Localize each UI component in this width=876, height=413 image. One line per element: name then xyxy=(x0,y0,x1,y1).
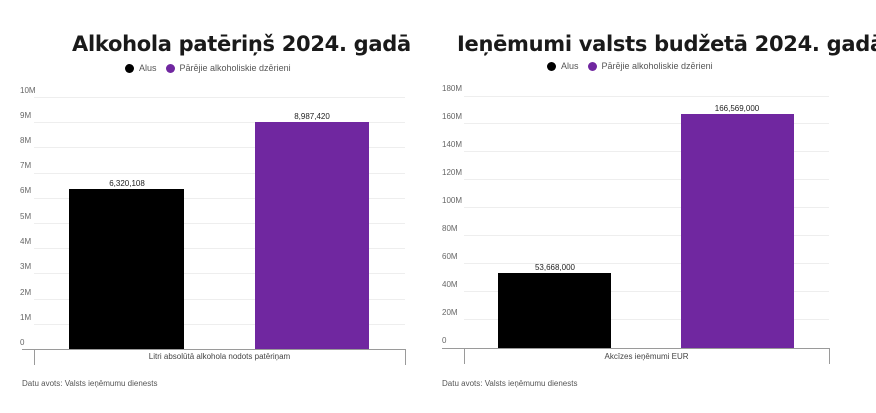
gridline xyxy=(464,207,829,208)
y-tick: 1M xyxy=(20,313,32,322)
y-tick: 0 xyxy=(442,336,447,345)
y-tick: 9M xyxy=(20,111,32,120)
y-tick: 180M xyxy=(442,84,463,93)
legend-item-other: Pārējie alkoholiskie dzērieni xyxy=(165,63,291,73)
gridline xyxy=(34,97,405,98)
gridline xyxy=(464,123,829,124)
gridline xyxy=(464,263,829,264)
x-axis xyxy=(442,348,829,349)
gridline xyxy=(34,299,405,300)
gridline xyxy=(34,248,405,249)
y-tick: 5M xyxy=(20,212,32,221)
bar-other xyxy=(255,122,369,349)
y-tick: 3M xyxy=(20,262,32,271)
y-tick: 100M xyxy=(442,196,463,205)
data-source: Datu avots: Valsts ieņēmumu dienests xyxy=(442,379,578,388)
y-tick: 40M xyxy=(442,280,458,289)
x-axis-tick xyxy=(829,348,830,364)
y-tick: 160M xyxy=(442,112,463,121)
chart-alcohol-consumption: Alkohola patēriņš 2024. gadā Alus Pārēji… xyxy=(0,0,436,413)
gridline xyxy=(34,324,405,325)
legend-dot-icon xyxy=(587,61,597,71)
y-tick: 0 xyxy=(20,338,25,347)
legend-item-alus: Alus xyxy=(547,61,579,71)
legend-item-alus: Alus xyxy=(125,63,157,73)
gridline xyxy=(464,319,829,320)
bar-value-label: 166,569,000 xyxy=(714,104,760,113)
y-tick: 140M xyxy=(442,140,463,149)
y-tick: 10M xyxy=(20,86,36,95)
legend-dot-icon xyxy=(165,63,175,73)
gridline xyxy=(464,235,829,236)
x-axis-tick xyxy=(464,348,465,364)
gridline xyxy=(34,147,405,148)
gridline xyxy=(464,151,829,152)
gridline xyxy=(464,179,829,180)
y-tick: 4M xyxy=(20,237,32,246)
bar-other xyxy=(681,114,794,348)
y-tick: 8M xyxy=(20,136,32,145)
x-axis xyxy=(22,349,405,350)
gridline xyxy=(464,291,829,292)
x-axis-tick xyxy=(405,349,406,365)
legend-dot-icon xyxy=(547,61,556,71)
chart-title: Alkohola patēriņš 2024. gadā xyxy=(72,32,411,56)
chart-title: Ieņēmumi valsts budžetā 2024. gadā xyxy=(457,32,876,56)
gridline xyxy=(464,96,829,97)
y-tick: 7M xyxy=(20,161,32,170)
gridline xyxy=(34,198,405,199)
bar-alus xyxy=(69,189,184,349)
legend-dot-icon xyxy=(125,63,134,73)
legend-item-other: Pārējie alkoholiskie dzērieni xyxy=(587,61,713,71)
data-source: Datu avots: Valsts ieņēmumu dienests xyxy=(22,379,158,388)
y-tick: 60M xyxy=(442,252,458,261)
gridline xyxy=(34,273,405,274)
chart-legend: Alus Pārējie alkoholiskie dzērieni xyxy=(547,61,722,71)
bar-value-label: 6,320,108 xyxy=(109,179,145,188)
x-axis-label: Akcīzes ieņēmumi EUR xyxy=(604,352,689,361)
bar-alus xyxy=(498,273,611,348)
bar-value-label: 53,668,000 xyxy=(534,263,576,272)
y-tick: 120M xyxy=(442,168,463,177)
bar-value-label: 8,987,420 xyxy=(294,112,330,121)
gridline xyxy=(34,122,405,123)
chart-legend: Alus Pārējie alkoholiskie dzērieni xyxy=(125,63,300,73)
gridline xyxy=(34,173,405,174)
y-tick: 80M xyxy=(442,224,458,233)
x-axis-tick xyxy=(34,349,35,365)
x-axis-label: Litri absolūtā alkohola nodots patēriņam xyxy=(148,352,291,361)
y-tick: 20M xyxy=(442,308,458,317)
y-tick: 2M xyxy=(20,288,32,297)
y-tick: 6M xyxy=(20,186,32,195)
gridline xyxy=(34,223,405,224)
